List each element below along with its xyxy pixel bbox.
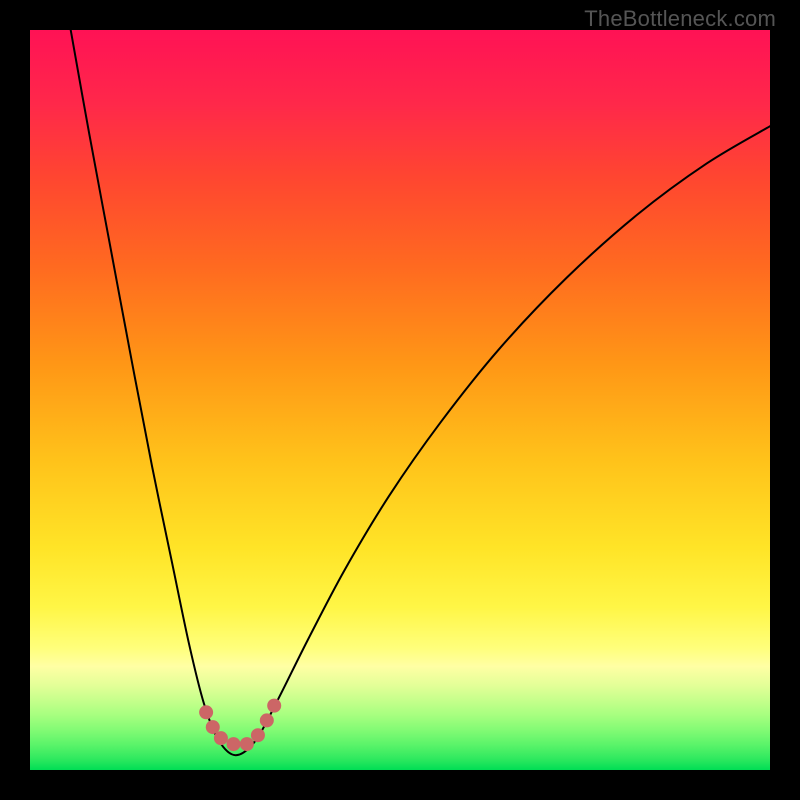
v-curve-path — [71, 30, 770, 755]
bottleneck-curve — [30, 30, 770, 770]
valley-marker — [260, 713, 274, 727]
curve-markers — [199, 699, 281, 751]
valley-marker — [214, 731, 228, 745]
valley-marker — [240, 737, 254, 751]
plot-area — [30, 30, 770, 770]
valley-marker — [251, 728, 265, 742]
valley-marker — [267, 699, 281, 713]
chart-frame: TheBottleneck.com — [0, 0, 800, 800]
valley-marker — [199, 705, 213, 719]
valley-marker — [227, 737, 241, 751]
watermark-text: TheBottleneck.com — [584, 6, 776, 32]
